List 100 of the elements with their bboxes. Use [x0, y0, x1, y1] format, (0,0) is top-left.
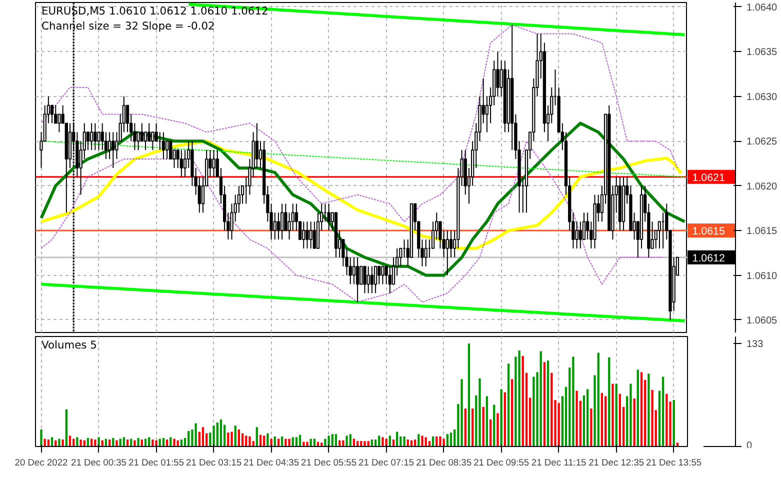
- candlestick: [97, 132, 100, 151]
- candlestick: [352, 256, 356, 285]
- bar: [618, 394, 622, 446]
- bar: [546, 360, 550, 446]
- candlestick: [90, 122, 94, 151]
- bar: [421, 436, 424, 446]
- bar: [122, 437, 125, 446]
- candlestick: [496, 51, 500, 97]
- x-tick-label: 21 Dec 13:55: [646, 458, 702, 468]
- candlestick: [255, 122, 258, 168]
- bar: [173, 438, 176, 446]
- bar: [152, 440, 154, 446]
- candlestick: [366, 266, 370, 294]
- candlestick: [578, 221, 582, 249]
- bar: [648, 374, 650, 446]
- x-tick-label: 21 Dec 09:55: [474, 458, 530, 468]
- bar: [220, 419, 222, 446]
- bar: [511, 379, 514, 446]
- bar: [496, 413, 499, 446]
- x-tick-label: 20 Dec 2022: [14, 458, 68, 468]
- x-tick-label: 21 Dec 08:35: [416, 458, 472, 468]
- bar: [216, 422, 218, 446]
- candlestick: [302, 221, 306, 249]
- bar: [442, 438, 445, 446]
- bar: [518, 350, 520, 446]
- bar: [493, 404, 496, 446]
- x-tick-label: 21 Dec 01:55: [128, 458, 184, 468]
- bar: [651, 390, 654, 446]
- candlestick: [378, 266, 381, 285]
- bar: [148, 437, 150, 446]
- bar: [288, 438, 290, 446]
- candlestick: [273, 212, 276, 240]
- bar: [662, 376, 664, 446]
- bar: [608, 357, 610, 446]
- bar: [98, 437, 100, 446]
- candlestick: [50, 104, 54, 124]
- bar: [482, 406, 484, 446]
- candlestick: [360, 266, 363, 285]
- bar: [439, 436, 442, 446]
- bar: [590, 408, 592, 446]
- bar: [382, 437, 384, 446]
- candlestick: [148, 122, 151, 142]
- candlestick: [284, 203, 288, 232]
- candlestick: [108, 132, 112, 160]
- x-tick-label: 21 Dec 11:15: [531, 458, 586, 468]
- bar: [403, 436, 406, 446]
- candlestick: [280, 203, 284, 240]
- bar: [194, 423, 197, 446]
- bar: [76, 437, 78, 446]
- x-tick-label: 21 Dec 05:55: [301, 458, 357, 468]
- candlestick: [363, 266, 366, 294]
- candlestick: [575, 221, 578, 249]
- chart-title: Volumes 5: [42, 338, 97, 352]
- x-tick-label: 21 Dec 12:35: [588, 458, 644, 468]
- bar: [672, 400, 675, 446]
- bar: [418, 434, 420, 446]
- y-tick-label: 1.0630: [746, 92, 778, 103]
- bar: [58, 438, 60, 446]
- candlestick: [374, 266, 378, 294]
- bar: [489, 419, 492, 446]
- bar: [310, 438, 312, 446]
- candlestick: [312, 221, 316, 249]
- x-tick-label: 21 Dec 07:15: [358, 458, 414, 468]
- candlestick: [165, 140, 169, 160]
- line-series: [40, 140, 683, 250]
- bar: [615, 384, 618, 446]
- bar: [119, 438, 122, 446]
- candlestick: [424, 238, 428, 267]
- bar: [572, 356, 574, 446]
- y-tick-label: 1.0610: [746, 270, 778, 282]
- candlestick: [86, 132, 90, 151]
- candlestick: [112, 132, 115, 168]
- bar: [471, 408, 474, 446]
- bar: [385, 438, 388, 446]
- y-tick-label: 1.0640: [746, 2, 778, 14]
- candlestick: [388, 266, 392, 294]
- bar: [478, 378, 481, 446]
- bar: [248, 436, 251, 446]
- candlestick: [54, 104, 58, 124]
- bar: [400, 436, 402, 446]
- candlestick: [58, 114, 61, 133]
- bar: [155, 440, 158, 446]
- bar: [50, 437, 54, 446]
- bar: [486, 396, 488, 446]
- bar: [212, 426, 215, 446]
- bar: [227, 432, 230, 446]
- bar: [188, 431, 190, 446]
- y-tick-label: 1.0625: [746, 136, 778, 148]
- candlestick: [140, 122, 144, 142]
- bar: [65, 409, 68, 446]
- candlestick: [136, 132, 140, 151]
- candlestick: [162, 132, 166, 160]
- bar: [137, 438, 140, 446]
- bar: [331, 434, 334, 446]
- x-tick-label: 21 Dec 04:35: [244, 458, 300, 468]
- bar: [550, 372, 553, 446]
- candlestick: [381, 266, 384, 285]
- bar: [238, 429, 240, 446]
- bar: [62, 440, 64, 446]
- bar: [80, 440, 82, 446]
